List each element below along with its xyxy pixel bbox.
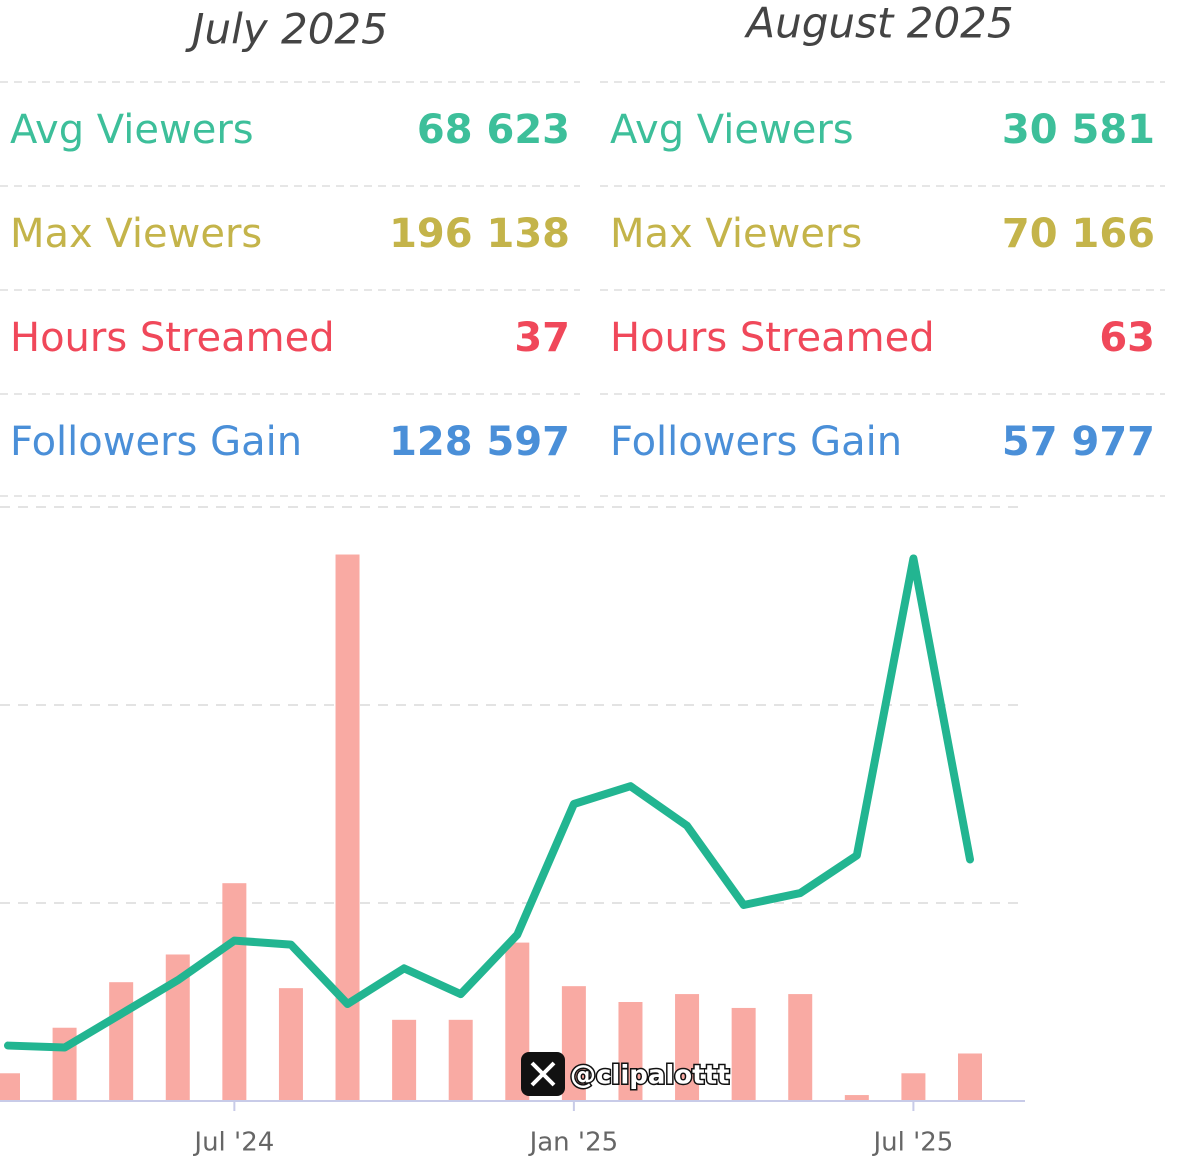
line xyxy=(4,554,974,1052)
x-tick-label: Jul '24 xyxy=(192,1128,274,1158)
bar xyxy=(335,554,360,1101)
bar xyxy=(109,982,134,1101)
x-tick-label: Jan '25 xyxy=(528,1128,619,1158)
watermark: @clipalottt xyxy=(521,1052,731,1096)
stat-value: 196 138 xyxy=(389,211,570,257)
stat-label: Max Viewers xyxy=(610,211,862,257)
bar xyxy=(0,1073,20,1101)
stat-value: 57 977 xyxy=(1002,419,1155,465)
x-tick-label: Jul '25 xyxy=(871,1128,953,1158)
watermark-text: @clipalottt xyxy=(570,1061,729,1091)
panel-title: July 2025 xyxy=(185,5,388,54)
stat-label: Hours Streamed xyxy=(610,315,935,361)
bar xyxy=(222,883,247,1101)
bar xyxy=(561,986,586,1101)
x-logo xyxy=(530,1061,556,1087)
bar xyxy=(675,994,700,1101)
bar xyxy=(731,1007,756,1101)
stat-label: Max Viewers xyxy=(10,211,262,257)
bar xyxy=(958,1053,982,1101)
stat-value: 63 xyxy=(1099,315,1155,361)
stat-label: Hours Streamed xyxy=(10,315,335,361)
bar xyxy=(844,1095,869,1101)
stat-value: 37 xyxy=(514,315,570,361)
stat-label: Followers Gain xyxy=(610,419,902,465)
stat-label: Followers Gain xyxy=(10,419,302,465)
bar xyxy=(618,1002,643,1101)
bar xyxy=(448,1019,473,1101)
bar xyxy=(278,988,303,1101)
bar xyxy=(901,1073,926,1101)
panel-title: August 2025 xyxy=(743,0,1013,48)
stat-value: 128 597 xyxy=(389,419,570,465)
stat-value: 30 581 xyxy=(1002,107,1155,153)
stat-label: Avg Viewers xyxy=(610,107,854,153)
stat-value: 70 166 xyxy=(1002,211,1155,257)
stat-value: 68 623 xyxy=(417,107,570,153)
stat-label: Avg Viewers xyxy=(10,107,254,153)
bar xyxy=(392,1019,417,1101)
bar xyxy=(788,994,813,1101)
